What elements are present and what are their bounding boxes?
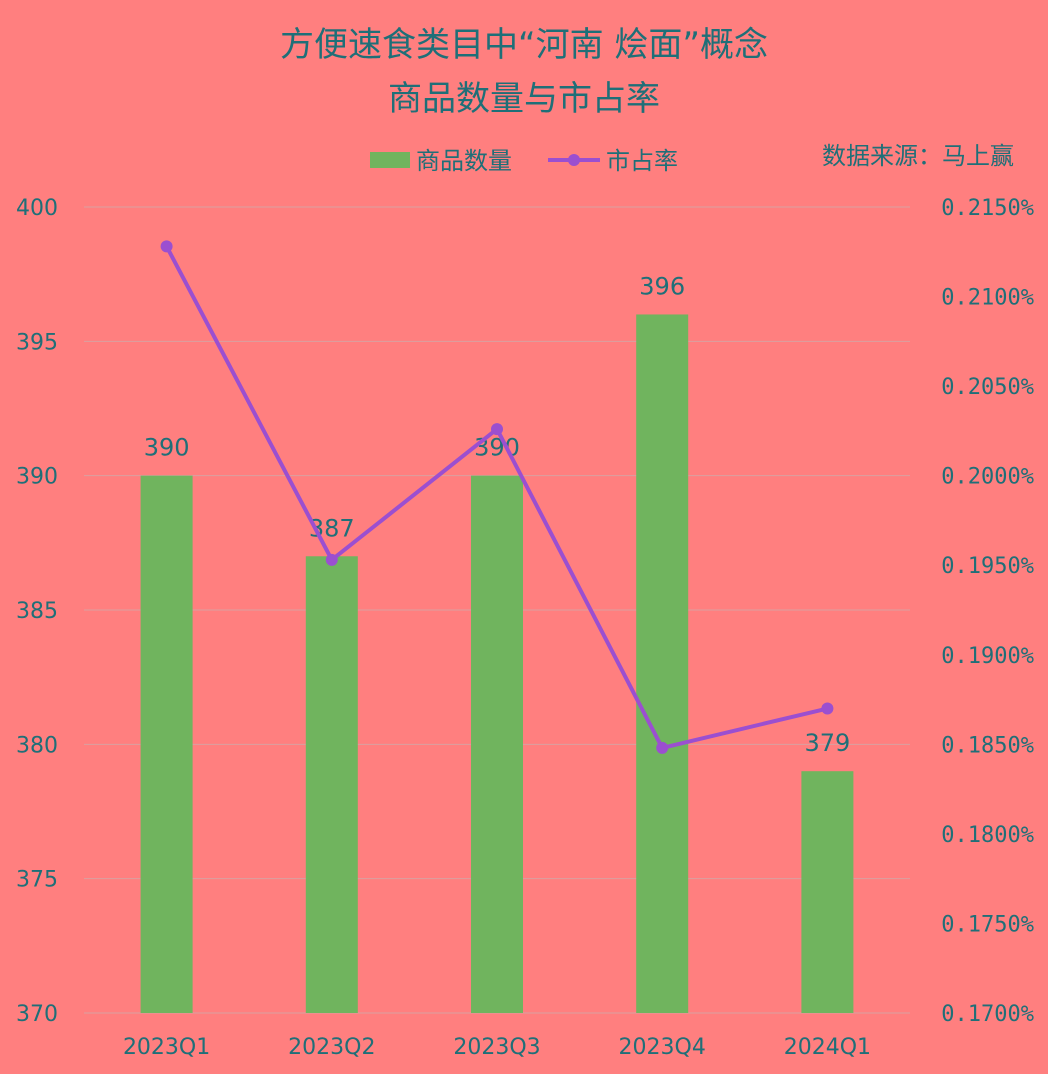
chart-title-line-2: 商品数量与市占率 <box>388 79 660 119</box>
x-tick-label: 2024Q1 <box>784 1035 871 1060</box>
x-tick-label: 2023Q1 <box>123 1035 210 1060</box>
y-left-tick-label: 375 <box>16 868 58 893</box>
y-right-tick-label: 0.1900% <box>941 644 1034 669</box>
line-point <box>325 553 338 566</box>
y-right-tick-label: 0.1700% <box>941 1002 1034 1027</box>
y-right-tick-label: 0.1950% <box>941 554 1034 579</box>
x-tick-label: 2023Q4 <box>619 1035 706 1060</box>
chart-title: 方便速食类目中“河南 烩面”概念 商品数量与市占率 <box>280 25 768 119</box>
legend-swatch-marker <box>568 154 580 166</box>
legend-label-product-count: 商品数量 <box>416 147 512 175</box>
bar-data-label: 390 <box>144 434 190 462</box>
bar <box>471 475 523 1014</box>
y-left-tick-label: 370 <box>16 1002 58 1027</box>
line-series <box>160 240 834 754</box>
line-point <box>160 240 173 253</box>
legend-label-market-share: 市占率 <box>606 147 678 175</box>
y-right-tick-label: 0.2150% <box>941 196 1034 221</box>
bar <box>636 314 689 1013</box>
y-right-tick-label: 0.1850% <box>941 733 1034 758</box>
bar <box>140 475 193 1014</box>
bar <box>305 556 358 1013</box>
y-left-tick-label: 390 <box>16 465 58 490</box>
data-source: 数据来源：马上赢 <box>822 142 1014 170</box>
x-axis: 2023Q1 2023Q2 2023Q3 2023Q4 2024Q1 <box>123 1035 871 1060</box>
chart-title-line-1: 方便速食类目中“河南 烩面”概念 <box>280 25 768 65</box>
y-right-tick-label: 0.1750% <box>941 912 1034 937</box>
y-axis-left: 400 395 390 385 380 375 370 <box>16 196 58 1027</box>
bar-series <box>140 314 854 1014</box>
bar-data-label: 396 <box>639 272 685 300</box>
legend-swatch-bar <box>370 152 410 168</box>
legend: 商品数量 市占率 <box>370 147 678 175</box>
line-point <box>656 741 669 754</box>
y-left-tick-label: 395 <box>16 330 58 355</box>
y-axis-right: 0.2150% 0.2100% 0.2050% 0.2000% 0.1950% 0.190… <box>941 196 1034 1027</box>
y-left-tick-label: 385 <box>16 599 58 624</box>
y-right-tick-label: 0.2100% <box>941 286 1034 311</box>
y-right-tick-label: 0.2000% <box>941 465 1034 490</box>
x-tick-label: 2023Q3 <box>453 1035 540 1060</box>
bar <box>801 771 854 1013</box>
y-right-tick-label: 0.2050% <box>941 375 1034 400</box>
y-left-tick-label: 380 <box>16 733 58 758</box>
y-right-tick-label: 0.1800% <box>941 823 1034 848</box>
line-point <box>821 702 834 715</box>
line-point <box>491 423 503 436</box>
x-tick-label: 2023Q2 <box>288 1035 375 1060</box>
bar-data-label: 379 <box>804 729 850 757</box>
y-left-tick-label: 400 <box>16 196 58 221</box>
